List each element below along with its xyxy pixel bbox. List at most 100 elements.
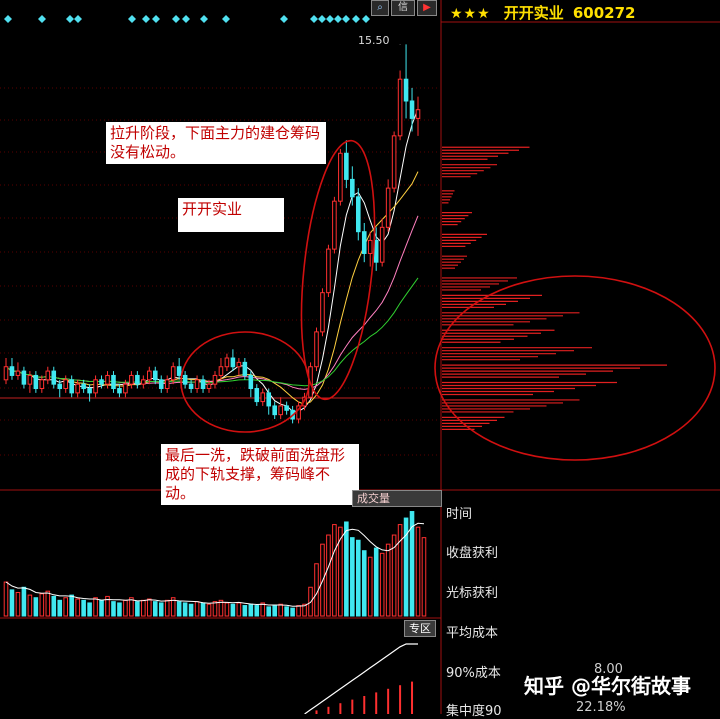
volume-bar-64 — [385, 543, 391, 617]
candle-body-64 — [385, 187, 391, 228]
candle-15 — [93, 375, 98, 398]
volume-bar-2 — [15, 591, 21, 617]
stock-code: 600272 — [572, 4, 636, 22]
search-icon[interactable]: ⌕ — [371, 0, 389, 16]
candle-body-69 — [415, 109, 421, 119]
volume-bar-68 — [409, 511, 415, 617]
event-marker-13 — [318, 15, 326, 23]
candle-body-60 — [361, 231, 367, 254]
volume-bar-31 — [188, 603, 194, 617]
event-marker-8 — [182, 15, 190, 23]
candle-53 — [320, 288, 325, 337]
volume-bar-29 — [176, 601, 182, 617]
volume-bar-65 — [391, 534, 397, 617]
chip-info-label-4: 90%成本 — [446, 666, 501, 681]
candle-13 — [81, 379, 86, 393]
chip-info-value-4: 8.00 — [594, 662, 623, 677]
rally-note: 拉升阶段，下面主力的建仓筹码没有松动。 — [106, 122, 326, 164]
candle-61 — [367, 231, 373, 267]
volume-bar-58 — [350, 537, 355, 617]
volume-bar-42 — [254, 605, 260, 617]
candle-2 — [15, 362, 21, 380]
candle-12 — [75, 379, 80, 398]
candle-38 — [230, 349, 236, 372]
candle-body-47 — [284, 405, 289, 411]
volume-bar-40 — [242, 605, 248, 617]
volume-bar-37 — [224, 602, 230, 617]
candle-body-43 — [260, 392, 266, 403]
candle-43 — [260, 388, 266, 406]
volume-bar-22 — [135, 601, 140, 617]
chip-info-label-2: 光标获利 — [446, 586, 499, 601]
volume-bar-52 — [314, 563, 319, 617]
candle-body-7 — [45, 370, 51, 381]
volume-bar-0 — [3, 581, 9, 617]
candle-55 — [332, 196, 337, 254]
volume-bar-6 — [39, 593, 45, 617]
candle-54 — [326, 244, 331, 298]
candle-45 — [272, 401, 277, 420]
candle-69 — [415, 96, 421, 136]
candle-47 — [284, 401, 289, 415]
volume-bar-3 — [21, 586, 27, 617]
volume-bar-16 — [99, 599, 104, 617]
volume-label[interactable]: 成交量 — [352, 490, 442, 507]
candle-36 — [218, 358, 224, 380]
candle-body-3 — [21, 370, 27, 385]
candle-33 — [200, 375, 206, 393]
event-marker-10 — [222, 15, 230, 23]
volume-bar-33 — [200, 602, 206, 617]
candle-body-63 — [379, 226, 385, 263]
volume-bar-11 — [69, 594, 74, 617]
chip-peak-circle — [434, 275, 716, 461]
candle-5 — [33, 371, 39, 393]
candle-60 — [361, 222, 367, 263]
candle-8 — [51, 366, 57, 389]
candle-27 — [164, 375, 170, 393]
flag-icon[interactable]: ▶ — [417, 0, 437, 16]
volume-bar-59 — [355, 539, 361, 617]
volume-bar-24 — [147, 598, 152, 617]
candle-body-24 — [147, 370, 152, 381]
volume-bar-43 — [260, 602, 266, 617]
volume-bar-34 — [206, 603, 212, 617]
candle-body-45 — [272, 405, 277, 416]
candle-body-41 — [248, 374, 254, 390]
candle-46 — [278, 397, 283, 420]
candle-body-25 — [152, 370, 158, 381]
volume-bar-41 — [248, 603, 254, 617]
volume-bar-50 — [302, 603, 307, 617]
candle-body-4 — [27, 374, 33, 385]
volume-bar-55 — [332, 524, 337, 617]
candle-body-18 — [111, 374, 116, 390]
info-icon[interactable]: 信 — [391, 0, 415, 16]
volume-bar-62 — [373, 547, 379, 617]
candlestick-series — [3, 44, 421, 424]
candle-body-2 — [15, 370, 21, 376]
ma5-line — [5, 108, 419, 412]
candle-body-62 — [373, 239, 379, 263]
volume-bar-4 — [27, 594, 33, 617]
volume-bar-38 — [230, 603, 236, 617]
candle-body-46 — [278, 405, 283, 416]
candle-body-6 — [39, 379, 45, 390]
ma20-line — [5, 215, 419, 390]
candle-11 — [69, 375, 74, 398]
event-marker-6 — [152, 15, 160, 23]
volume-bar-28 — [170, 597, 176, 617]
volume-bar-57 — [344, 521, 349, 617]
volume-bar-12 — [75, 598, 80, 617]
event-marker-9 — [200, 15, 208, 23]
candle-body-15 — [93, 379, 98, 394]
candle-body-5 — [33, 374, 39, 390]
candle-18 — [111, 371, 116, 393]
event-marker-7 — [172, 15, 180, 23]
candle-22 — [135, 371, 140, 389]
candle-4 — [27, 371, 33, 393]
candle-body-66 — [397, 78, 403, 137]
candle-body-21 — [129, 374, 134, 385]
bottom-indicator — [304, 643, 418, 714]
candle-7 — [45, 366, 51, 385]
candle-9 — [57, 379, 63, 398]
bottom-panel-label[interactable]: 专区 — [404, 620, 436, 637]
